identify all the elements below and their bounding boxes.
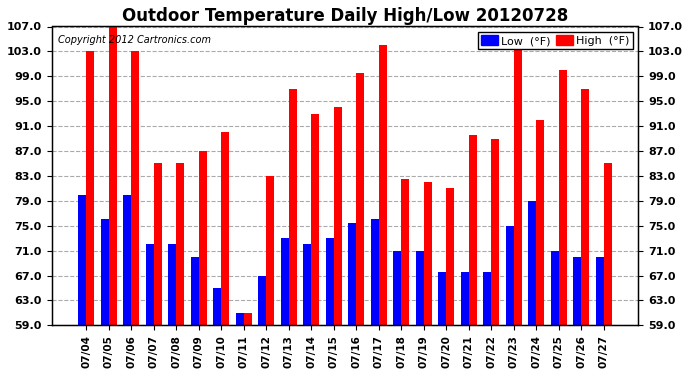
Bar (101, 219, 109, 375)
Bar (79, 195, 86, 375)
Bar (573, 257, 581, 375)
Bar (146, 244, 154, 375)
Text: Copyright 2012 Cartronics.com: Copyright 2012 Cartronics.com (57, 36, 210, 45)
Bar (131, 51, 139, 375)
Bar (281, 238, 288, 375)
Bar (402, 179, 409, 375)
Bar (176, 164, 184, 375)
Legend: Low  (°F), High  (°F): Low (°F), High (°F) (477, 32, 633, 50)
Bar (86, 51, 94, 375)
Bar (581, 89, 589, 375)
Bar (288, 89, 297, 375)
Bar (334, 107, 342, 375)
Bar (461, 272, 469, 375)
Bar (191, 257, 199, 375)
Bar (124, 195, 131, 375)
Bar (304, 244, 311, 375)
Bar (529, 201, 536, 375)
Bar (536, 120, 544, 375)
Bar (371, 219, 379, 375)
Bar (596, 257, 604, 375)
Bar (379, 45, 386, 375)
Title: Outdoor Temperature Daily High/Low 20120728: Outdoor Temperature Daily High/Low 20120… (122, 7, 568, 25)
Bar (154, 164, 161, 375)
Bar (244, 313, 252, 375)
Bar (258, 276, 266, 375)
Bar (506, 226, 514, 375)
Bar (236, 313, 244, 375)
Bar (491, 139, 499, 375)
Bar (348, 223, 356, 375)
Bar (514, 48, 522, 375)
Bar (446, 188, 454, 375)
Bar (109, 27, 117, 375)
Bar (213, 288, 221, 375)
Bar (199, 151, 206, 375)
Bar (424, 182, 432, 375)
Bar (326, 238, 334, 375)
Bar (416, 251, 424, 375)
Bar (168, 244, 176, 375)
Bar (559, 70, 566, 375)
Bar (311, 114, 319, 375)
Bar (484, 272, 491, 375)
Bar (604, 164, 611, 375)
Bar (356, 73, 364, 375)
Bar (393, 251, 402, 375)
Bar (266, 176, 274, 375)
Bar (438, 272, 446, 375)
Bar (221, 132, 229, 375)
Bar (469, 135, 477, 375)
Bar (551, 251, 559, 375)
